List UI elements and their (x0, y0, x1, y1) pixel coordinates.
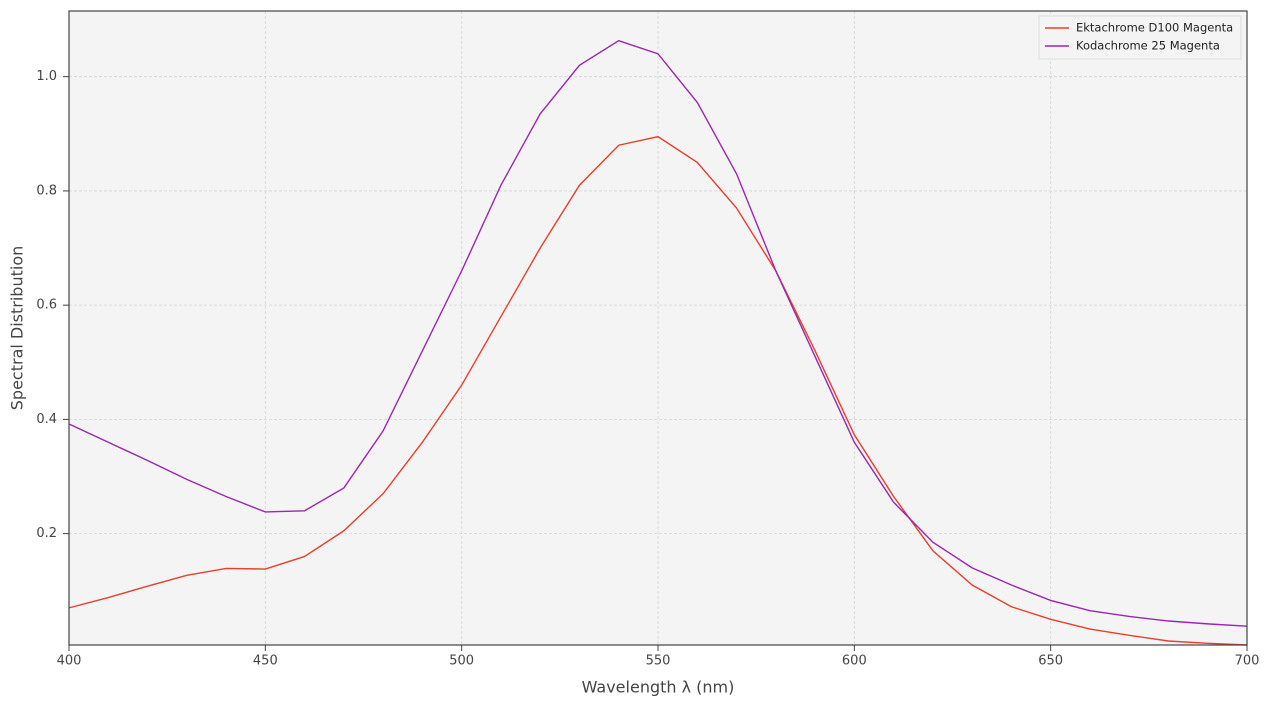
x-tick-label: 650 (1038, 654, 1063, 669)
legend-box (1038, 15, 1242, 60)
x-tick-label: 600 (842, 654, 867, 669)
legend-label: Ektachrome D100 Magenta (1076, 21, 1233, 35)
y-tick-label: 0.6 (36, 298, 57, 313)
series-line (68, 39, 1248, 627)
x-tick-label: 500 (449, 654, 474, 669)
y-tick-label: 0.8 (36, 183, 57, 198)
lines (68, 39, 1248, 646)
x-tick-label: 700 (1235, 654, 1260, 669)
y-tick-label: 0.2 (36, 526, 57, 541)
y-tick-label: 1.0 (36, 69, 57, 84)
y-tick-label: 0.4 (36, 412, 57, 427)
legend-label: Kodachrome 25 Magenta (1076, 39, 1220, 53)
series-line (68, 135, 1248, 646)
x-tick-label: 400 (57, 654, 82, 669)
x-tick-label: 450 (253, 654, 278, 669)
y-axis-label: Spectral Distribution (8, 246, 27, 410)
x-tick-label: 550 (646, 654, 671, 669)
x-axis-label: Wavelength λ (nm) (582, 678, 735, 697)
